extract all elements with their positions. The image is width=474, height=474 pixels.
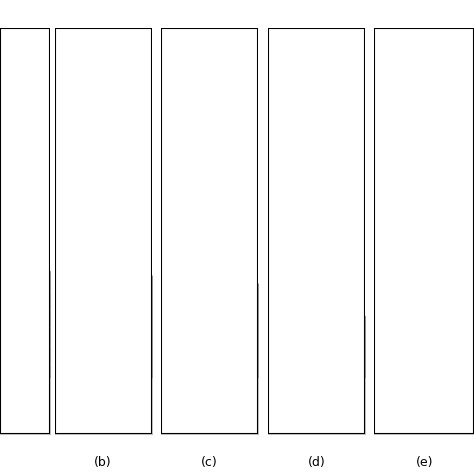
Text: Cu: Cu [309,405,324,415]
Text: (Cu): (Cu) [18,101,38,111]
Polygon shape [161,192,258,295]
Text: Cu: Cu [202,405,217,415]
Circle shape [230,140,234,156]
Text: Solder: Solder [193,46,227,57]
Text: c: c [27,57,34,67]
Text: (Cu,N: (Cu,N [412,225,437,234]
Text: Cu: Cu [96,405,110,415]
Polygon shape [268,181,365,271]
Circle shape [232,138,236,154]
Text: Ni(P): Ni(P) [303,342,330,352]
Text: (c): (c) [201,456,218,469]
Polygon shape [55,201,152,287]
Text: AuSn$_4$: AuSn$_4$ [182,183,214,198]
Text: AuSn$_4$: AuSn$_4$ [289,170,320,183]
Text: Ni$_3$P: Ni$_3$P [305,281,328,295]
Polygon shape [0,192,50,283]
Polygon shape [279,126,299,146]
Circle shape [403,270,409,293]
Circle shape [456,270,461,293]
Circle shape [337,118,341,134]
Polygon shape [74,148,93,168]
Text: Eutectic
Solder
(SnAgCu): Eutectic Solder (SnAgCu) [79,46,128,80]
Text: Ag$_3$Sn: Ag$_3$Sn [308,86,339,100]
Circle shape [232,158,236,174]
Text: Sol: Sol [416,46,432,57]
Circle shape [378,270,383,293]
Text: C: C [420,405,428,415]
Text: Ni: Ni [419,352,430,362]
Polygon shape [179,146,198,166]
Circle shape [228,148,232,164]
Text: c
(Cu): c (Cu) [14,46,36,68]
Text: AuS: AuS [417,167,436,177]
Text: AuSn$_4$: AuSn$_4$ [82,237,114,250]
Circle shape [339,119,343,136]
Text: A: A [423,86,429,96]
Text: (Cu,Ni)$_5$Sn$_5$: (Cu,Ni)$_5$Sn$_5$ [183,237,236,249]
Circle shape [391,270,396,293]
Polygon shape [394,126,414,146]
Text: (d): (d) [308,456,325,469]
Circle shape [337,138,341,154]
Text: Ni(P): Ni(P) [90,321,117,331]
Text: (e): (e) [416,456,433,469]
Circle shape [235,140,238,156]
Text: Ni(P): Ni(P) [196,325,223,336]
Text: Solder: Solder [300,46,333,57]
Text: Ni$_3$P: Ni$_3$P [412,309,436,323]
Text: (b): (b) [94,456,112,469]
Circle shape [333,128,337,144]
Circle shape [236,148,240,164]
Circle shape [442,270,448,293]
Circle shape [341,128,345,144]
Circle shape [429,270,435,293]
Polygon shape [374,181,474,279]
Circle shape [334,119,338,136]
Text: Ag$_3$Sn: Ag$_3$Sn [194,96,225,110]
Circle shape [417,270,422,293]
Text: (Cu,Ni)$_6$Sn$_5$: (Cu,Ni)$_6$Sn$_5$ [290,219,343,231]
